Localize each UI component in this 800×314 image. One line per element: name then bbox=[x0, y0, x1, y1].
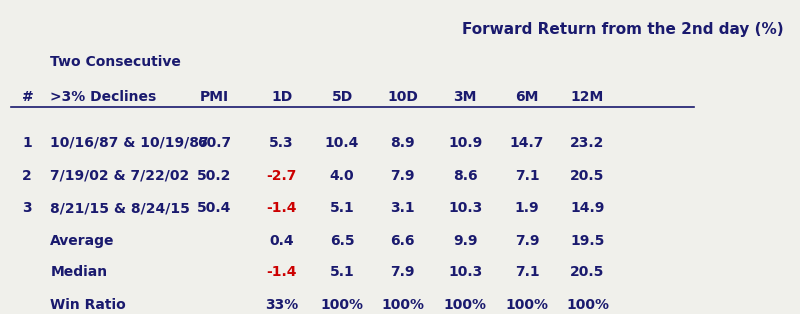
Text: 33%: 33% bbox=[265, 298, 298, 311]
Text: 100%: 100% bbox=[321, 298, 364, 311]
Text: 6M: 6M bbox=[515, 90, 538, 104]
Text: 8.9: 8.9 bbox=[390, 136, 415, 150]
Text: 23.2: 23.2 bbox=[570, 136, 605, 150]
Text: 6.6: 6.6 bbox=[390, 234, 415, 248]
Text: Two Consecutive: Two Consecutive bbox=[50, 55, 182, 69]
Text: 7.1: 7.1 bbox=[514, 169, 539, 183]
Text: 7.9: 7.9 bbox=[390, 265, 415, 279]
Text: 5.1: 5.1 bbox=[330, 202, 354, 215]
Text: 100%: 100% bbox=[506, 298, 549, 311]
Text: #: # bbox=[22, 90, 34, 104]
Text: -1.4: -1.4 bbox=[266, 265, 297, 279]
Text: 7/19/02 & 7/22/02: 7/19/02 & 7/22/02 bbox=[50, 169, 190, 183]
Text: 1: 1 bbox=[22, 136, 32, 150]
Text: 5.1: 5.1 bbox=[330, 265, 354, 279]
Text: -2.7: -2.7 bbox=[266, 169, 297, 183]
Text: -1.4: -1.4 bbox=[266, 202, 297, 215]
Text: 19.5: 19.5 bbox=[570, 234, 605, 248]
Text: 7.9: 7.9 bbox=[390, 169, 415, 183]
Text: 20.5: 20.5 bbox=[570, 265, 605, 279]
Text: 60.7: 60.7 bbox=[197, 136, 231, 150]
Text: 4.0: 4.0 bbox=[330, 169, 354, 183]
Text: 7.9: 7.9 bbox=[515, 234, 539, 248]
Text: 5D: 5D bbox=[331, 90, 353, 104]
Text: 6.5: 6.5 bbox=[330, 234, 354, 248]
Text: 10/16/87 & 10/19/87: 10/16/87 & 10/19/87 bbox=[50, 136, 209, 150]
Text: 100%: 100% bbox=[566, 298, 609, 311]
Text: 3M: 3M bbox=[454, 90, 477, 104]
Text: 10.9: 10.9 bbox=[448, 136, 482, 150]
Text: 20.5: 20.5 bbox=[570, 169, 605, 183]
Text: 100%: 100% bbox=[381, 298, 424, 311]
Text: 2: 2 bbox=[22, 169, 32, 183]
Text: 9.9: 9.9 bbox=[453, 234, 478, 248]
Text: 14.9: 14.9 bbox=[570, 202, 605, 215]
Text: 14.7: 14.7 bbox=[510, 136, 544, 150]
Text: 10.3: 10.3 bbox=[448, 202, 482, 215]
Text: 1.9: 1.9 bbox=[514, 202, 539, 215]
Text: Forward Return from the 2nd day (%): Forward Return from the 2nd day (%) bbox=[462, 22, 784, 37]
Text: 50.4: 50.4 bbox=[197, 202, 231, 215]
Text: 8/21/15 & 8/24/15: 8/21/15 & 8/24/15 bbox=[50, 202, 190, 215]
Text: PMI: PMI bbox=[199, 90, 229, 104]
Text: Win Ratio: Win Ratio bbox=[50, 298, 126, 311]
Text: 100%: 100% bbox=[444, 298, 486, 311]
Text: 3.1: 3.1 bbox=[390, 202, 415, 215]
Text: 10D: 10D bbox=[387, 90, 418, 104]
Text: 8.6: 8.6 bbox=[453, 169, 478, 183]
Text: Median: Median bbox=[50, 265, 107, 279]
Text: 5.3: 5.3 bbox=[270, 136, 294, 150]
Text: 7.1: 7.1 bbox=[514, 265, 539, 279]
Text: 1D: 1D bbox=[271, 90, 292, 104]
Text: 12M: 12M bbox=[571, 90, 604, 104]
Text: Average: Average bbox=[50, 234, 115, 248]
Text: 3: 3 bbox=[22, 202, 31, 215]
Text: 0.4: 0.4 bbox=[270, 234, 294, 248]
Text: >3% Declines: >3% Declines bbox=[50, 90, 157, 104]
Text: 10.3: 10.3 bbox=[448, 265, 482, 279]
Text: 10.4: 10.4 bbox=[325, 136, 359, 150]
Text: 50.2: 50.2 bbox=[197, 169, 231, 183]
